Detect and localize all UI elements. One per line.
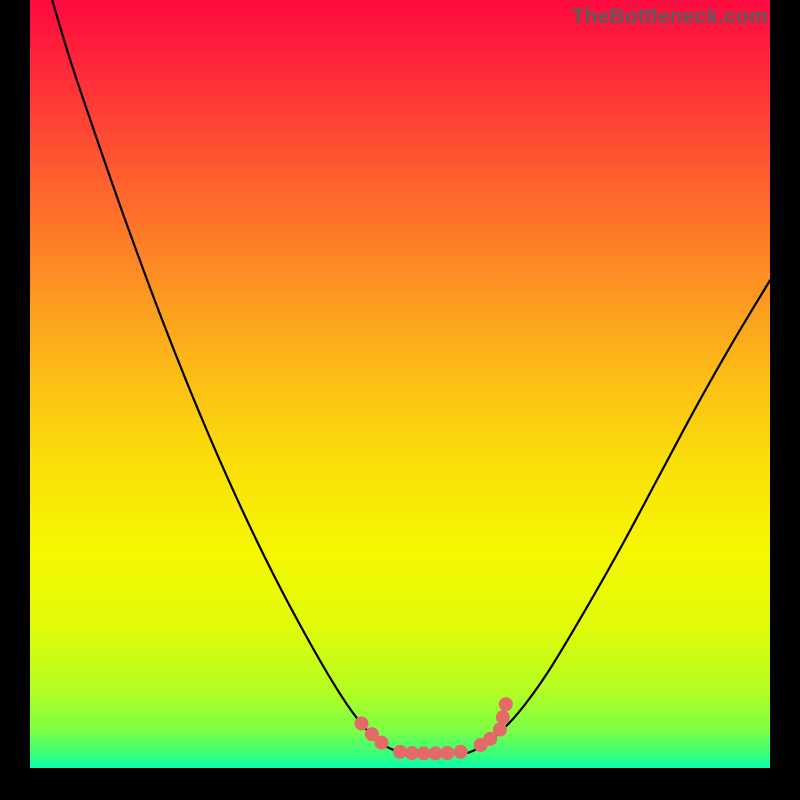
bottleneck-curve-svg	[30, 0, 770, 768]
marker-dot	[375, 736, 388, 749]
marker-dot	[499, 698, 512, 711]
marker-group	[355, 698, 512, 760]
plot-area	[30, 0, 770, 768]
marker-dot	[355, 717, 368, 730]
marker-dot	[454, 745, 467, 758]
marker-dot	[394, 745, 407, 758]
bottleneck-curve-path	[52, 0, 770, 754]
marker-dot	[441, 747, 454, 760]
marker-dot	[429, 747, 442, 760]
marker-dot	[493, 723, 506, 736]
marker-dot	[405, 747, 418, 760]
marker-dot	[417, 747, 430, 760]
watermark-text: TheBottleneck.com	[571, 4, 768, 29]
marker-dot	[496, 711, 509, 724]
